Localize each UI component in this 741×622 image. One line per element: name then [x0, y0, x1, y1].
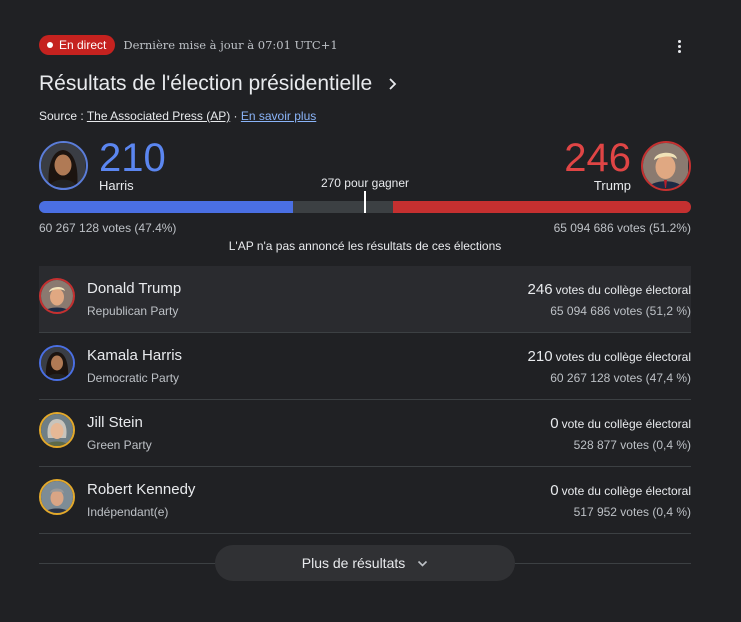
chevron-down-icon [417, 555, 428, 571]
harris-popular-votes: 60 267 128 votes (47.4%) [39, 221, 177, 235]
source-line: Source : The Associated Press (AP) · En … [39, 109, 316, 123]
candidate-party: Indépendant(e) [87, 505, 169, 519]
ev-label: vote du collège électoral [561, 417, 691, 431]
source-link[interactable]: The Associated Press (AP) [86, 109, 231, 123]
candidate-electoral-votes: 246 votes du collège électoral [528, 281, 691, 298]
dem-bar-fill [39, 201, 293, 213]
candidate-popular-votes: 65 094 686 votes (51,2 %) [550, 304, 691, 318]
live-dot-icon [47, 42, 53, 48]
ev-count: 0 [550, 415, 559, 432]
candidate-party: Green Party [87, 438, 152, 452]
live-label: En direct [59, 38, 107, 52]
ap-note: L'AP n'a pas annoncé les résultats de ce… [228, 239, 502, 253]
candidate-name: Kamala Harris [87, 347, 183, 364]
candidate-list: Donald Trump Republican Party 246 votes d… [39, 266, 691, 534]
candidate-row-stein[interactable]: Jill Stein Green Party 0 vote du collège … [39, 400, 691, 467]
candidate-electoral-votes: 0 vote du collège électoral [550, 415, 691, 432]
candidate-row-trump[interactable]: Donald Trump Republican Party 246 votes d… [39, 266, 691, 333]
candidate-party: Democratic Party [87, 371, 180, 385]
more-options-icon[interactable] [670, 36, 688, 56]
ev-count: 246 [527, 281, 553, 298]
trump-name: Trump [593, 178, 631, 193]
trump-electoral-votes: 246 [564, 136, 631, 180]
trump-avatar [39, 278, 75, 314]
candidate-name: Robert Kennedy [87, 481, 196, 498]
live-badge: En direct [39, 35, 116, 55]
candidate-name: Donald Trump [87, 280, 182, 297]
trump-avatar [641, 141, 691, 191]
source-prefix: Source : [39, 109, 87, 123]
ev-label: votes du collège électoral [555, 350, 691, 364]
candidate-name: Jill Stein [87, 414, 143, 431]
more-results-button[interactable]: Plus de résultats [215, 545, 515, 581]
last-updated: Dernière mise à jour à 07:01 UTC+1 [123, 38, 338, 52]
more-results-label: Plus de résultats [301, 555, 406, 571]
rep-bar-fill [393, 201, 691, 213]
stein-avatar [39, 412, 75, 448]
candidate-popular-votes: 517 952 votes (0,4 %) [573, 505, 691, 519]
candidate-party: Republican Party [87, 304, 179, 318]
ev-count: 210 [527, 348, 553, 365]
harris-electoral-votes: 210 [99, 136, 166, 180]
candidate-electoral-votes: 210 votes du collège électoral [528, 348, 691, 365]
candidate-row-kennedy[interactable]: Robert Kennedy Indépendant(e) 0 vote du c… [39, 467, 691, 534]
title-row[interactable]: Résultats de l'élection présidentielle [39, 70, 400, 98]
learn-more-link[interactable]: En savoir plus [240, 109, 317, 123]
kennedy-avatar [39, 479, 75, 515]
candidate-electoral-votes: 0 vote du collège électoral [550, 482, 691, 499]
to-win-label: 270 pour gagner [320, 176, 410, 190]
ev-count: 0 [550, 482, 559, 499]
harris-avatar [39, 141, 88, 190]
source-separator: · [230, 109, 241, 123]
harris-name: Harris [99, 178, 134, 193]
candidate-popular-votes: 528 877 votes (0,4 %) [573, 438, 691, 452]
candidate-row-harris[interactable]: Kamala Harris Democratic Party 210 votes … [39, 333, 691, 400]
chevron-right-icon[interactable] [386, 77, 400, 91]
page-title[interactable]: Résultats de l'élection présidentielle [39, 72, 373, 95]
trump-popular-votes: 65 094 686 votes (51.2%) [553, 221, 691, 235]
threshold-marker [364, 191, 366, 213]
ev-label: vote du collège électoral [561, 484, 691, 498]
ev-label: votes du collège électoral [555, 283, 691, 297]
header-row: En direct Dernière mise à jour à 07:01 U… [39, 34, 691, 56]
candidate-popular-votes: 60 267 128 votes (47,4 %) [550, 371, 691, 385]
harris-avatar [39, 345, 75, 381]
